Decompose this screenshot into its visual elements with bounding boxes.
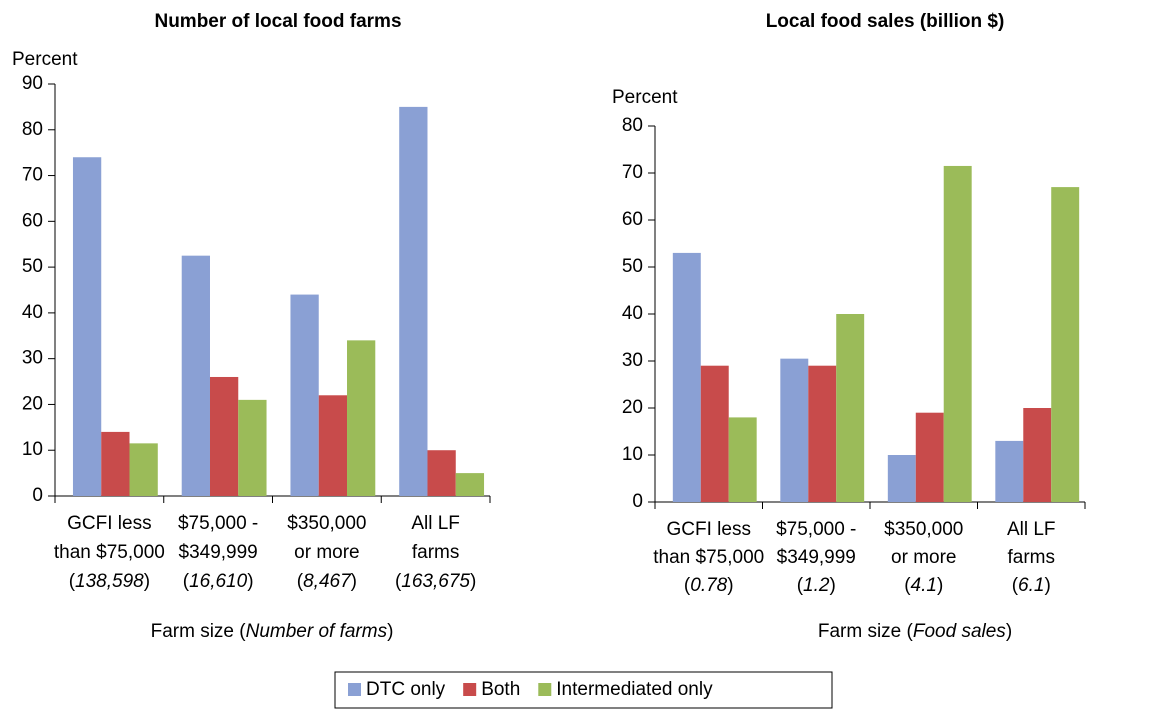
- bar: [209, 376, 239, 496]
- x-tick-label: (163,675): [395, 571, 476, 592]
- y-tick-label: 90: [22, 73, 43, 94]
- bar: [995, 440, 1024, 502]
- bar: [290, 294, 319, 496]
- x-tick-label: GCFI less: [667, 519, 751, 540]
- bar: [700, 365, 729, 502]
- legend-label: Intermediated only: [556, 679, 713, 700]
- y-tick-label: 80: [22, 119, 43, 140]
- bar: [101, 431, 130, 496]
- x-tick-label: $349,999: [777, 547, 856, 568]
- bar: [347, 340, 376, 496]
- legend-swatch: [348, 683, 361, 696]
- y-tick-label: 40: [622, 303, 643, 324]
- x-tick-label: (138,598): [69, 571, 150, 592]
- x-tick-label: All LF: [1007, 519, 1056, 540]
- x-tick-label: (8,467): [297, 571, 357, 592]
- y-tick-label: 80: [622, 115, 643, 136]
- x-tick-label: (6.1): [1012, 575, 1051, 596]
- x-tick-label: than $75,000: [54, 542, 165, 563]
- bar: [318, 395, 348, 496]
- y-tick-label: 10: [22, 439, 43, 460]
- y-tick-label: 50: [22, 256, 43, 277]
- bar: [915, 412, 944, 502]
- bar: [455, 473, 485, 496]
- x-tick-label: (4.1): [904, 575, 943, 596]
- bar: [728, 417, 757, 502]
- bar: [238, 399, 267, 496]
- y-tick-label: 10: [622, 444, 643, 465]
- bar: [672, 252, 701, 502]
- y-tick-label: 70: [22, 165, 43, 186]
- y-axis-label: Percent: [12, 49, 78, 70]
- x-tick-label: (16,610): [183, 571, 254, 592]
- bar: [887, 455, 916, 502]
- y-tick-label: 0: [632, 491, 643, 512]
- bar: [129, 443, 158, 496]
- bar: [943, 165, 972, 502]
- x-tick-label: or more: [294, 542, 359, 563]
- x-axis-label: Farm size (Food sales): [818, 621, 1012, 642]
- y-tick-label: 30: [622, 350, 643, 371]
- bar: [836, 314, 865, 502]
- legend-label: Both: [481, 679, 520, 700]
- x-tick-label: (0.78): [684, 575, 734, 596]
- y-axis-label: Percent: [612, 87, 678, 108]
- x-tick-label: $350,000: [287, 513, 366, 534]
- bar: [427, 450, 456, 496]
- x-tick-label: $75,000 -: [776, 519, 856, 540]
- bar: [399, 106, 428, 496]
- y-tick-label: 20: [622, 397, 643, 418]
- legend-swatch: [463, 683, 477, 696]
- x-tick-label: farms: [1008, 547, 1056, 568]
- legend-swatch: [538, 683, 552, 696]
- y-tick-label: 30: [22, 348, 43, 369]
- y-tick-label: 70: [622, 162, 643, 183]
- y-tick-label: 60: [622, 209, 643, 230]
- y-tick-label: 0: [32, 485, 43, 506]
- x-tick-label: $350,000: [884, 519, 963, 540]
- legend-box: [334, 671, 833, 709]
- x-tick-label: $349,999: [179, 542, 258, 563]
- y-tick-label: 50: [622, 256, 643, 277]
- x-tick-label: $75,000 -: [178, 513, 258, 534]
- chart-title: Number of local food farms: [154, 11, 401, 32]
- bar: [1023, 408, 1052, 502]
- chart-title: Local food sales (billion $): [766, 11, 1005, 32]
- y-tick-label: 40: [22, 302, 43, 323]
- y-tick-label: 60: [22, 210, 43, 231]
- x-tick-label: than $75,000: [653, 547, 764, 568]
- legend-label: DTC only: [366, 679, 446, 700]
- x-tick-label: or more: [891, 547, 956, 568]
- x-tick-label: All LF: [411, 513, 460, 534]
- bar: [181, 255, 210, 496]
- y-tick-label: 20: [22, 393, 43, 414]
- x-axis-label: Farm size (Number of farms): [151, 621, 394, 642]
- bar: [808, 365, 837, 502]
- x-tick-label: farms: [412, 542, 460, 563]
- x-tick-label: (1.2): [797, 575, 836, 596]
- bar: [72, 157, 102, 496]
- x-tick-label: GCFI less: [67, 513, 151, 534]
- bar: [780, 358, 809, 502]
- bar: [1051, 187, 1080, 502]
